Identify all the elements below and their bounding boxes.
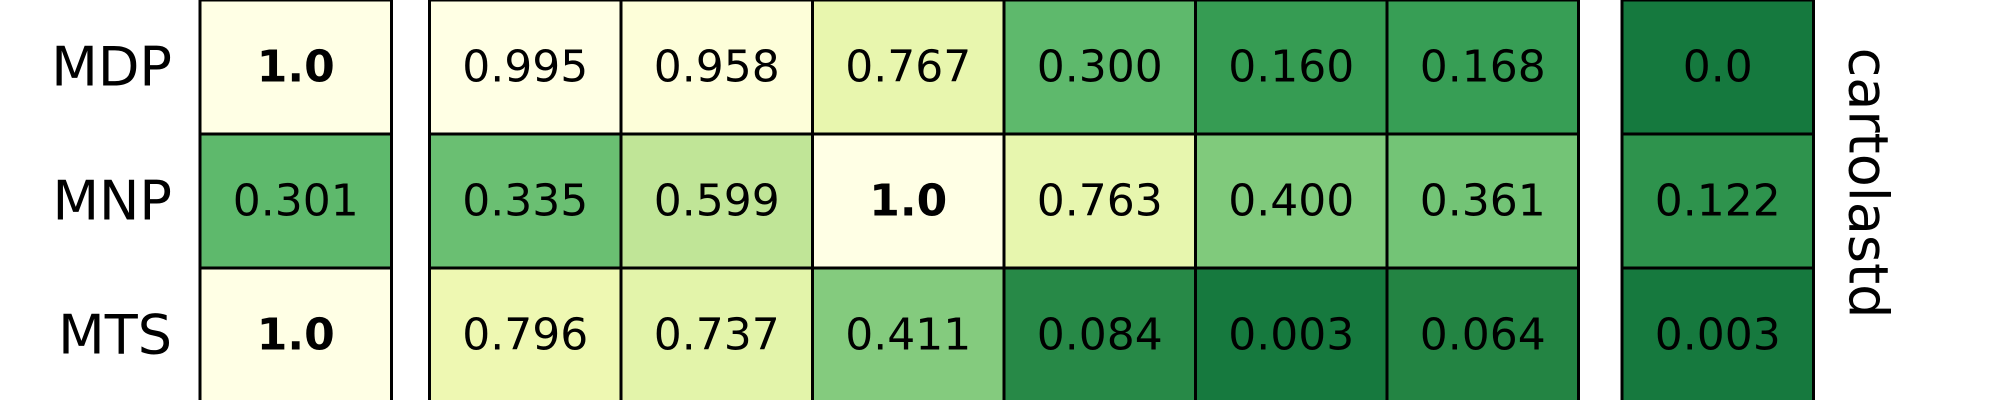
cell-value-label: 0.411: [845, 310, 971, 361]
cell-value-label: 0.763: [1037, 176, 1163, 227]
cell-value-label: 1.0: [869, 176, 947, 227]
row-label-mts: MTS: [58, 304, 172, 367]
heatmap-cell: [1385, 266, 1580, 400]
heatmap-cell: [619, 0, 814, 136]
cell-value-label: 0.003: [1655, 310, 1781, 361]
heatmap-cell: [428, 0, 623, 136]
heatmap-cell: [811, 0, 1006, 136]
heatmap-cell: [1620, 0, 1815, 136]
cell-value-label: 0.300: [1037, 42, 1163, 93]
cell-value-label: 0.796: [462, 310, 588, 361]
cell-value-label: 0.335: [462, 176, 588, 227]
heatmap-cell: [428, 132, 623, 270]
row-label-mnp: MNP: [52, 170, 172, 233]
cell-value-label: 0.084: [1037, 310, 1163, 361]
heatmap-cell: [198, 0, 393, 136]
cell-value-label: 0.003: [1228, 310, 1354, 361]
cell-value-label: 0.995: [462, 42, 588, 93]
row-label-mdp: MDP: [51, 36, 172, 99]
heatmap-cell: [198, 266, 393, 400]
cell-value-label: 1.0: [257, 310, 335, 361]
heatmap-cell: [1385, 132, 1580, 270]
side-label: cartolastd: [1837, 48, 1900, 319]
heatmap-cells: 1.0 0.995 0.958 0.767 0.300 0.160 0.168 0.0 0.30…: [198, 0, 1815, 400]
heatmap-cell: [1620, 132, 1815, 270]
heatmap-cell: [811, 132, 1006, 270]
cell-value-label: 0.737: [654, 310, 780, 361]
heatmap-cell: [1194, 266, 1389, 400]
heatmap-cell: [1002, 132, 1197, 270]
cell-value-label: 0.064: [1420, 310, 1546, 361]
heatmap-cell: [811, 266, 1006, 400]
cell-value-label: 0.767: [845, 42, 971, 93]
cell-value-label: 0.122: [1655, 176, 1781, 227]
cell-value-label: 0.958: [654, 42, 780, 93]
cell-value-label: 0.168: [1420, 42, 1546, 93]
heatmap-cell: [1385, 0, 1580, 136]
row-labels: MDP MNP MTS: [51, 36, 172, 367]
cell-value-label: 0.361: [1420, 176, 1546, 227]
cell-value-label: 0.400: [1228, 176, 1354, 227]
heatmap-cell: [619, 266, 814, 400]
cell-value-label: 0.160: [1228, 42, 1354, 93]
heatmap-cell: [1002, 0, 1197, 136]
cell-value-label: 0.301: [233, 176, 359, 227]
heatmap-cell: [428, 266, 623, 400]
cell-value-label: 0.599: [654, 176, 780, 227]
cell-value-label: 0.0: [1683, 42, 1753, 93]
heatmap-cell: [1002, 266, 1197, 400]
cell-value-label: 1.0: [257, 42, 335, 93]
heatmap-cell: [1194, 0, 1389, 136]
heatmap-cell: [198, 132, 393, 270]
heatmap-cell: [1620, 266, 1815, 400]
heatmap-cell: [1194, 132, 1389, 270]
